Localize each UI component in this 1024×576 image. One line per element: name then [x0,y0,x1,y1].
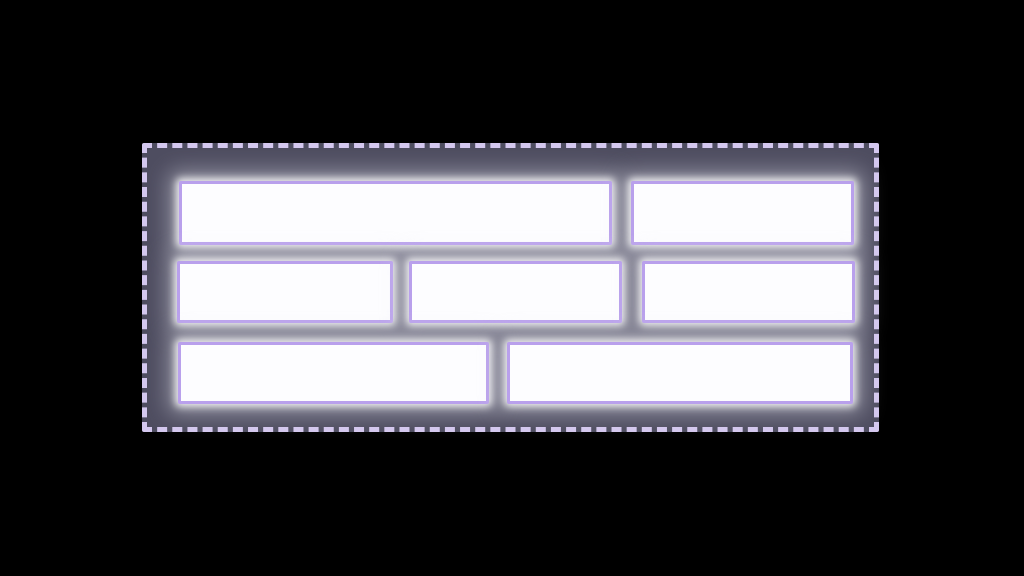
placeholder-block[interactable] [178,342,489,404]
placeholder-block[interactable] [179,181,612,245]
placeholder-block[interactable] [642,261,855,323]
dropzone[interactable] [142,143,879,432]
placeholder-block[interactable] [507,342,853,404]
placeholder-block[interactable] [631,181,854,245]
placeholder-block[interactable] [177,261,393,323]
placeholder-block[interactable] [409,261,622,323]
